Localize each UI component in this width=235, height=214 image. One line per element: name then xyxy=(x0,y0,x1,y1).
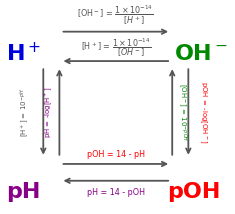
Text: pH = -log[H$^+$]: pH = -log[H$^+$] xyxy=(42,87,54,138)
Text: [H$^+$] = 10$^{-pH}$: [H$^+$] = 10$^{-pH}$ xyxy=(19,88,31,137)
Text: [OH$^-$] = 10$^{-pOH}$: [OH$^-$] = 10$^{-pOH}$ xyxy=(176,83,189,142)
Text: pOH = 14 - pH: pOH = 14 - pH xyxy=(87,150,145,159)
Text: H$^+$: H$^+$ xyxy=(6,42,41,65)
Text: pOH: pOH xyxy=(167,182,221,202)
Text: [H$^+$] = $\dfrac{1 \times 10^{-14}}{[OH^-]}$: [H$^+$] = $\dfrac{1 \times 10^{-14}}{[OH… xyxy=(81,36,151,59)
Text: pH = 14 - pOH: pH = 14 - pOH xyxy=(87,188,145,197)
Text: pH: pH xyxy=(7,182,41,202)
Text: OH$^-$: OH$^-$ xyxy=(174,44,228,64)
Text: pOH = -log[OH$^-$]: pOH = -log[OH$^-$] xyxy=(198,81,208,144)
Text: [OH$^-$] = $\dfrac{1 \times 10^{-14}}{[H^+]}$: [OH$^-$] = $\dfrac{1 \times 10^{-14}}{[H… xyxy=(77,3,154,27)
